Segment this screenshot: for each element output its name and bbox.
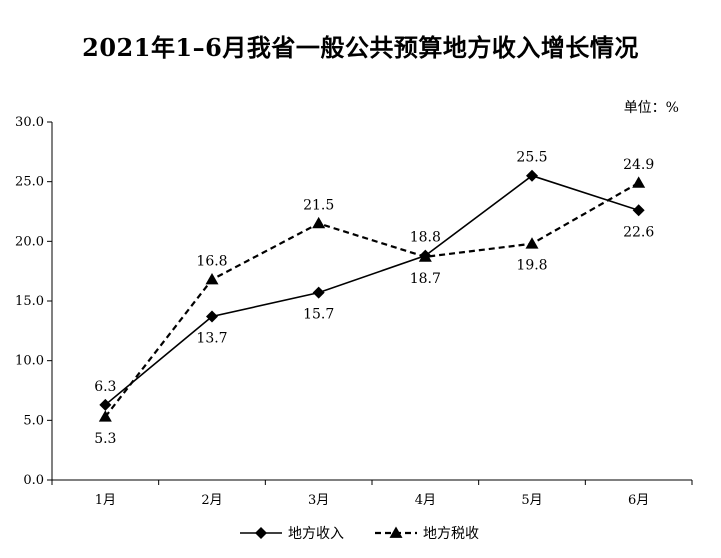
y-tick-label: 0.0 (23, 473, 44, 488)
series-line-revenue (104, 174, 639, 406)
data-label-revenue: 22.6 (623, 224, 654, 240)
y-tick-label: 5.0 (23, 413, 44, 428)
data-labels: 6.3 13.7 15.7 18.8 25.5 22.6 5.3 16.8 21.5 18.7 19… (94, 150, 654, 447)
legend: 地方收入 地方税收 (240, 526, 479, 542)
x-tick-label: 3月 (308, 493, 329, 508)
data-point-tax (418, 250, 432, 262)
data-point-revenue (526, 169, 538, 182)
x-tick-label: 4月 (415, 493, 436, 508)
x-tick-label: 5月 (521, 493, 542, 508)
axes: 0.0 5.0 10.0 15.0 20.0 25.0 30.0 1月 2月 3月 4月 5月 6月 (15, 115, 693, 508)
data-point-tax (312, 216, 326, 229)
x-tick-label: 6月 (628, 493, 649, 508)
data-label-tax: 21.5 (303, 197, 334, 213)
data-label-tax: 5.3 (94, 431, 116, 447)
y-tick-label: 15.0 (15, 294, 44, 309)
series-line-tax (104, 181, 640, 418)
data-point-tax (632, 176, 646, 188)
chart-title: 2021年1–6月我省一般公共预算地方收入增长情况 (82, 33, 639, 62)
data-label-tax: 19.8 (516, 258, 547, 274)
y-tick-label: 20.0 (15, 234, 44, 249)
legend-label-revenue: 地方收入 (288, 526, 344, 542)
y-tick-label: 10.0 (15, 354, 44, 369)
data-point-tax (205, 273, 219, 285)
data-point-revenue (312, 286, 325, 299)
data-label-revenue: 18.8 (410, 230, 441, 246)
data-point-tax (525, 237, 539, 249)
data-label-tax: 24.9 (623, 157, 654, 173)
data-label-tax: 18.7 (410, 271, 441, 287)
data-label-revenue: 25.5 (516, 150, 547, 166)
y-tick-label: 25.0 (15, 175, 44, 190)
legend-marker-tax (389, 526, 403, 538)
y-tick-label: 30.0 (15, 115, 44, 130)
data-label-revenue: 6.3 (94, 379, 116, 395)
data-point-revenue (206, 310, 218, 323)
data-label-tax: 16.8 (196, 254, 227, 270)
series-layer (98, 169, 646, 422)
legend-label-tax: 地方税收 (423, 526, 479, 542)
unit-label: 单位：% (623, 100, 679, 116)
data-point-revenue (99, 398, 112, 411)
data-label-revenue: 15.7 (303, 307, 334, 323)
data-label-revenue: 13.7 (196, 331, 227, 347)
data-point-revenue (632, 204, 645, 217)
x-tick-label: 1月 (95, 493, 116, 508)
legend-marker-revenue (255, 527, 267, 539)
x-tick-label: 2月 (201, 493, 222, 508)
data-point-tax (98, 410, 112, 422)
